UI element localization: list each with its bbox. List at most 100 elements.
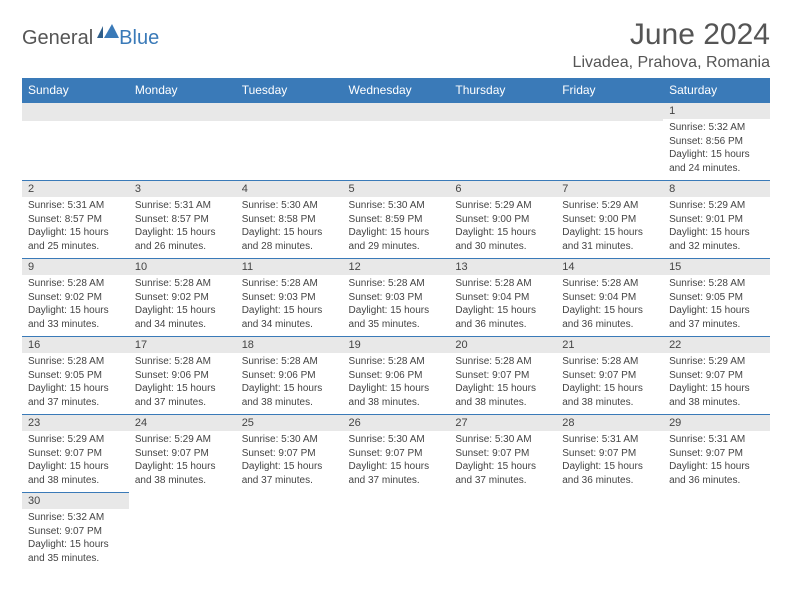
empty-cell: [449, 492, 556, 570]
sunset-line: Sunset: 9:00 PM: [562, 213, 657, 227]
day-details: Sunrise: 5:28 AMSunset: 9:07 PMDaylight:…: [556, 353, 663, 413]
day-details: Sunrise: 5:28 AMSunset: 9:06 PMDaylight:…: [129, 353, 236, 413]
day-details: Sunrise: 5:30 AMSunset: 9:07 PMDaylight:…: [343, 431, 450, 491]
sunset-line: Sunset: 8:57 PM: [28, 213, 123, 227]
daylight-line: Daylight: 15 hours and 26 minutes.: [135, 226, 230, 253]
empty-cell: [129, 102, 236, 180]
sunset-line: Sunset: 9:07 PM: [455, 369, 550, 383]
logo-text-general: General: [22, 27, 93, 50]
day-number: 4: [236, 181, 343, 197]
empty-daynum: [556, 103, 663, 121]
day-cell: 24Sunrise: 5:29 AMSunset: 9:07 PMDayligh…: [129, 414, 236, 492]
daylight-line: Daylight: 15 hours and 28 minutes.: [242, 226, 337, 253]
daylight-line: Daylight: 15 hours and 36 minutes.: [455, 304, 550, 331]
sunrise-line: Sunrise: 5:28 AM: [349, 355, 444, 369]
weekday-header-row: SundayMondayTuesdayWednesdayThursdayFrid…: [22, 78, 770, 102]
location-text: Livadea, Prahova, Romania: [573, 54, 770, 72]
day-cell: 2Sunrise: 5:31 AMSunset: 8:57 PMDaylight…: [22, 180, 129, 258]
empty-daynum: [129, 103, 236, 121]
sunrise-line: Sunrise: 5:29 AM: [455, 199, 550, 213]
calendar-table: SundayMondayTuesdayWednesdayThursdayFrid…: [22, 78, 770, 570]
sunrise-line: Sunrise: 5:29 AM: [669, 199, 764, 213]
daylight-line: Daylight: 15 hours and 37 minutes.: [669, 304, 764, 331]
calendar-row: 1Sunrise: 5:32 AMSunset: 8:56 PMDaylight…: [22, 102, 770, 180]
daylight-line: Daylight: 15 hours and 30 minutes.: [455, 226, 550, 253]
sunset-line: Sunset: 9:00 PM: [455, 213, 550, 227]
sunset-line: Sunset: 9:05 PM: [28, 369, 123, 383]
sunrise-line: Sunrise: 5:28 AM: [135, 355, 230, 369]
empty-cell: [236, 492, 343, 570]
sunset-line: Sunset: 9:02 PM: [28, 291, 123, 305]
sunrise-line: Sunrise: 5:30 AM: [455, 433, 550, 447]
daylight-line: Daylight: 15 hours and 38 minutes.: [135, 460, 230, 487]
daylight-line: Daylight: 15 hours and 34 minutes.: [242, 304, 337, 331]
daylight-line: Daylight: 15 hours and 29 minutes.: [349, 226, 444, 253]
sunset-line: Sunset: 9:07 PM: [28, 525, 123, 539]
sunrise-line: Sunrise: 5:28 AM: [242, 355, 337, 369]
day-number: 11: [236, 259, 343, 275]
day-number: 15: [663, 259, 770, 275]
day-cell: 12Sunrise: 5:28 AMSunset: 9:03 PMDayligh…: [343, 258, 450, 336]
day-number: 24: [129, 415, 236, 431]
weekday-header: Monday: [129, 78, 236, 102]
empty-daynum: [236, 103, 343, 121]
day-cell: 29Sunrise: 5:31 AMSunset: 9:07 PMDayligh…: [663, 414, 770, 492]
daylight-line: Daylight: 15 hours and 36 minutes.: [669, 460, 764, 487]
day-details: Sunrise: 5:31 AMSunset: 9:07 PMDaylight:…: [663, 431, 770, 491]
day-number: 25: [236, 415, 343, 431]
sunrise-line: Sunrise: 5:31 AM: [135, 199, 230, 213]
day-details: Sunrise: 5:28 AMSunset: 9:02 PMDaylight:…: [22, 275, 129, 335]
logo-text-blue: Blue: [119, 27, 159, 50]
sunset-line: Sunset: 9:06 PM: [135, 369, 230, 383]
day-cell: 27Sunrise: 5:30 AMSunset: 9:07 PMDayligh…: [449, 414, 556, 492]
empty-cell: [556, 102, 663, 180]
day-cell: 30Sunrise: 5:32 AMSunset: 9:07 PMDayligh…: [22, 492, 129, 570]
daylight-line: Daylight: 15 hours and 37 minutes.: [349, 460, 444, 487]
sunrise-line: Sunrise: 5:30 AM: [349, 199, 444, 213]
day-number: 3: [129, 181, 236, 197]
sunrise-line: Sunrise: 5:28 AM: [562, 355, 657, 369]
empty-cell: [343, 102, 450, 180]
sunrise-line: Sunrise: 5:30 AM: [349, 433, 444, 447]
day-cell: 1Sunrise: 5:32 AMSunset: 8:56 PMDaylight…: [663, 102, 770, 180]
day-details: Sunrise: 5:30 AMSunset: 8:58 PMDaylight:…: [236, 197, 343, 257]
sunset-line: Sunset: 9:03 PM: [349, 291, 444, 305]
daylight-line: Daylight: 15 hours and 38 minutes.: [455, 382, 550, 409]
header: General Blue June 2024 Livadea, Prahova,…: [22, 18, 770, 72]
day-number: 13: [449, 259, 556, 275]
month-title: June 2024: [573, 18, 770, 52]
day-cell: 26Sunrise: 5:30 AMSunset: 9:07 PMDayligh…: [343, 414, 450, 492]
empty-cell: [236, 102, 343, 180]
sunrise-line: Sunrise: 5:30 AM: [242, 199, 337, 213]
sunrise-line: Sunrise: 5:29 AM: [669, 355, 764, 369]
sunrise-line: Sunrise: 5:28 AM: [28, 277, 123, 291]
day-cell: 11Sunrise: 5:28 AMSunset: 9:03 PMDayligh…: [236, 258, 343, 336]
day-number: 12: [343, 259, 450, 275]
day-cell: 20Sunrise: 5:28 AMSunset: 9:07 PMDayligh…: [449, 336, 556, 414]
day-number: 30: [22, 493, 129, 509]
sunrise-line: Sunrise: 5:28 AM: [349, 277, 444, 291]
sunrise-line: Sunrise: 5:31 AM: [28, 199, 123, 213]
logo: General Blue: [22, 18, 159, 53]
sunset-line: Sunset: 9:07 PM: [349, 447, 444, 461]
day-details: Sunrise: 5:30 AMSunset: 9:07 PMDaylight:…: [449, 431, 556, 491]
day-number: 27: [449, 415, 556, 431]
day-details: Sunrise: 5:28 AMSunset: 9:03 PMDaylight:…: [236, 275, 343, 335]
day-details: Sunrise: 5:32 AMSunset: 9:07 PMDaylight:…: [22, 509, 129, 569]
sunset-line: Sunset: 9:04 PM: [562, 291, 657, 305]
sunrise-line: Sunrise: 5:31 AM: [669, 433, 764, 447]
empty-cell: [556, 492, 663, 570]
calendar-row: 9Sunrise: 5:28 AMSunset: 9:02 PMDaylight…: [22, 258, 770, 336]
day-details: Sunrise: 5:28 AMSunset: 9:06 PMDaylight:…: [343, 353, 450, 413]
daylight-line: Daylight: 15 hours and 34 minutes.: [135, 304, 230, 331]
day-details: Sunrise: 5:28 AMSunset: 9:06 PMDaylight:…: [236, 353, 343, 413]
daylight-line: Daylight: 15 hours and 38 minutes.: [242, 382, 337, 409]
day-details: Sunrise: 5:30 AMSunset: 8:59 PMDaylight:…: [343, 197, 450, 257]
day-details: Sunrise: 5:30 AMSunset: 9:07 PMDaylight:…: [236, 431, 343, 491]
sunset-line: Sunset: 9:07 PM: [455, 447, 550, 461]
day-cell: 9Sunrise: 5:28 AMSunset: 9:02 PMDaylight…: [22, 258, 129, 336]
sunrise-line: Sunrise: 5:28 AM: [562, 277, 657, 291]
day-details: Sunrise: 5:31 AMSunset: 8:57 PMDaylight:…: [129, 197, 236, 257]
day-details: Sunrise: 5:28 AMSunset: 9:04 PMDaylight:…: [556, 275, 663, 335]
sunrise-line: Sunrise: 5:31 AM: [562, 433, 657, 447]
